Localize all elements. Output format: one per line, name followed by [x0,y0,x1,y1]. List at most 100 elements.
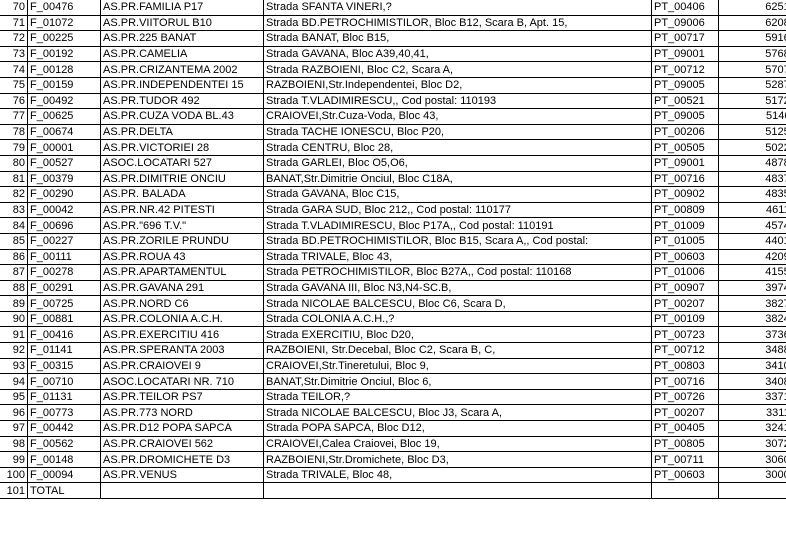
row-header-cell[interactable]: 89 [0,295,28,312]
row-header-cell[interactable]: 97 [0,420,28,437]
cell-name[interactable]: AS.PR.NORD C6 [100,295,264,312]
cell-code[interactable]: F_00128 [27,61,101,78]
row-header-cell[interactable]: 78 [0,124,28,141]
cell-code[interactable]: F_00042 [27,202,101,219]
cell-name[interactable]: AS.PR.INDEPENDENTEI 15 [100,77,264,94]
table-row[interactable]: 87 F_00278 AS.PR.APARTAMENTUL Strada PETROC… [0,264,786,281]
cell-code[interactable]: F_00379 [27,171,101,188]
row-header-cell[interactable]: 88 [0,280,28,297]
cell-code[interactable]: F_00881 [27,311,101,328]
cell-pt-code[interactable]: PT_00207 [651,404,719,422]
cell-name[interactable]: ASOC.LOCATARI 527 [100,155,264,172]
cell-pt-code[interactable]: PT_00723 [651,326,719,344]
cell-code[interactable]: F_01072 [27,15,101,32]
cell-name[interactable]: AS.PR.COLONIA A.C.H. [100,311,264,328]
cell-code[interactable]: F_00773 [27,404,101,422]
cell-code[interactable]: F_00674 [27,124,101,141]
cell-value[interactable] [718,482,786,499]
cell-value[interactable]: 3241,10 [718,420,786,437]
table-row[interactable]: 98 F_00562 AS.PR.CRAIOVEI 562 CRAIOVEI,Cale… [0,436,786,453]
table-row[interactable]: 88 F_00291 AS.PR.GAVANA 291 Strada GAVANA I… [0,280,786,297]
cell-value[interactable]: 4837,79 [718,171,786,188]
row-header-cell[interactable]: 72 [0,30,28,47]
table-row[interactable]: 94 F_00710 ASOC.LOCATARI NR. 710 BANAT,Str… [0,373,786,390]
cell-name[interactable]: AS.PR.CRAIOVEI 562 [100,436,264,453]
cell-code[interactable]: F_00696 [27,217,101,234]
cell-address[interactable]: Strada GAVANA, Bloc A39,40,41, [263,46,652,63]
cell-code[interactable]: F_00416 [27,326,101,344]
row-header-cell[interactable]: 83 [0,202,28,219]
cell-pt-code[interactable]: PT_00712 [651,61,719,78]
cell-code[interactable]: F_00710 [27,373,101,390]
cell-pt-code[interactable]: PT_00603 [651,467,719,484]
cell-name[interactable]: AS.PR.VICTORIEI 28 [100,139,264,156]
cell-code[interactable]: F_00492 [27,93,101,110]
cell-name[interactable]: AS.PR.DELTA [100,124,264,141]
cell-name[interactable]: AS.PR.DIMITRIE ONCIU [100,171,264,188]
row-header-cell[interactable]: 73 [0,46,28,63]
row-header-cell[interactable]: 92 [0,342,28,359]
table-row[interactable]: 76 F_00492 AS.PR.TUDOR 492 Strada T.VLADIMI… [0,93,786,110]
cell-address[interactable]: Strada BD.PETROCHIMISTILOR, Bloc B12, Sc… [263,15,652,32]
cell-address[interactable] [263,482,652,499]
cell-address[interactable]: Strada T.VLADIMIRESCU,, Cod postal: 1101… [263,93,652,110]
cell-name[interactable]: AS.PR.D12 POPA SAPCA [100,420,264,437]
cell-value[interactable]: 5172,22 [718,93,786,110]
cell-code[interactable]: F_00159 [27,77,101,94]
table-row[interactable]: 96 F_00773 AS.PR.773 NORD Strada NICOLAE BA… [0,404,786,422]
cell-code[interactable]: F_00291 [27,280,101,297]
cell-code[interactable]: F_00192 [27,46,101,63]
cell-address[interactable]: Strada EXERCITIU, Bloc D20, [263,326,652,344]
cell-address[interactable]: Strada T.VLADIMIRESCU, Bloc P17A,, Cod p… [263,217,652,234]
table-row[interactable]: 81 F_00379 AS.PR.DIMITRIE ONCIU BANAT,Str.… [0,171,786,188]
cell-name[interactable]: AS.PR.225 BANAT [100,30,264,47]
cell-name[interactable]: AS.PR. BALADA [100,186,264,203]
cell-address[interactable]: BANAT,Str.Dimitrie Onciul, Bloc C18A, [263,171,652,188]
table-row[interactable]: 91 F_00416 AS.PR.EXERCITIU 416 Strada EXERC… [0,326,786,344]
cell-pt-code[interactable]: PT_00405 [651,420,719,437]
cell-name[interactable]: AS.PR.CRAIOVEI 9 [100,358,264,375]
cell-value[interactable]: 3060,53 [718,451,786,468]
cell-address[interactable]: Strada CENTRU, Bloc 28, [263,139,652,156]
table-row[interactable]: 85 F_00227 AS.PR.ZORILE PRUNDU Strada BD.PE… [0,233,786,250]
cell-address[interactable]: Strada TACHE IONESCU, Bloc P20, [263,124,652,141]
row-header-cell[interactable]: 86 [0,249,28,266]
cell-address[interactable]: Strada GAVANA, Bloc C15, [263,186,652,203]
table-row[interactable]: 70 F_00476 AS.PR.FAMILIA P17 Strada SFANTA … [0,0,786,16]
cell-address[interactable]: Strada TRIVALE, Bloc 48, [263,467,652,484]
row-header-cell[interactable]: 95 [0,389,28,406]
cell-pt-code[interactable]: PT_01006 [651,264,719,281]
cell-code[interactable]: F_01141 [27,342,101,359]
cell-value[interactable]: 3408,51 [718,373,786,390]
cell-address[interactable]: Strada BANAT, Bloc B15, [263,30,652,47]
table-row[interactable]: 100 F_00094 AS.PR.VENUS Strada TRIVALE, Blo… [0,467,786,484]
cell-address[interactable]: Strada NICOLAE BALCESCU, Bloc J3, Scara … [263,404,652,422]
cell-name[interactable]: AS.PR.ROUA 43 [100,249,264,266]
cell-pt-code[interactable]: PT_00726 [651,389,719,406]
cell-pt-code[interactable]: PT_00109 [651,311,719,328]
cell-pt-code[interactable]: PT_00803 [651,358,719,375]
cell-address[interactable]: CRAIOVEI,Str.Cuza-Voda, Bloc 43, [263,108,652,125]
cell-code[interactable]: F_00227 [27,233,101,250]
cell-name[interactable]: AS.PR.CRIZANTEMA 2002 [100,61,264,78]
row-header-cell[interactable]: 87 [0,264,28,281]
row-header-cell[interactable]: 94 [0,373,28,390]
row-header-cell[interactable]: 76 [0,93,28,110]
cell-value[interactable]: 3827,63 [718,295,786,312]
cell-code[interactable]: F_00148 [27,451,101,468]
cell-name[interactable]: AS.PR.VENUS [100,467,264,484]
cell-name[interactable]: ASOC.LOCATARI NR. 710 [100,373,264,390]
cell-value[interactable]: 5916,50 [718,30,786,47]
row-header-cell[interactable]: 79 [0,139,28,156]
row-header-cell[interactable]: 81 [0,171,28,188]
cell-address[interactable]: CRAIOVEI,Str.Tineretului, Bloc 9, [263,358,652,375]
cell-pt-code[interactable] [651,482,719,499]
row-header-cell[interactable]: 75 [0,77,28,94]
row-header-cell[interactable]: 84 [0,217,28,234]
cell-code[interactable]: F_00278 [27,264,101,281]
cell-address[interactable]: Strada NICOLAE BALCESCU, Bloc C6, Scara … [263,295,652,312]
cell-name[interactable]: AS.PR.ZORILE PRUNDU [100,233,264,250]
cell-code[interactable]: F_01131 [27,389,101,406]
